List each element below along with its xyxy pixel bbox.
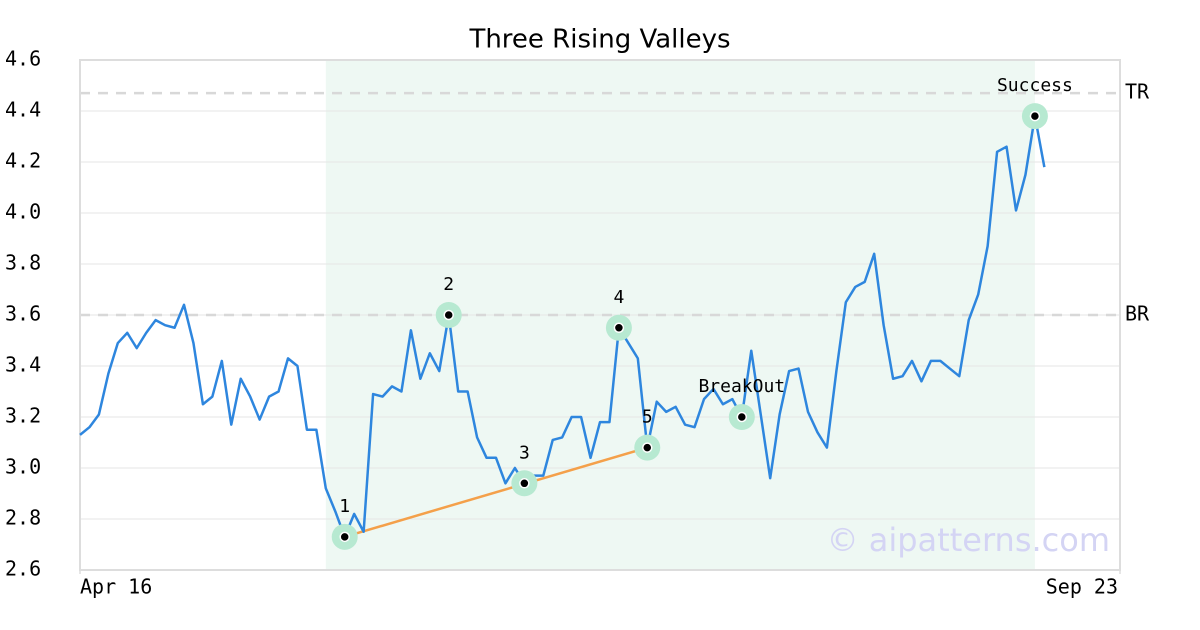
y-tick-label: 3.4 (5, 353, 41, 377)
annotation-label: BreakOut (698, 376, 785, 397)
trendline (344, 446, 648, 539)
x-tick-label: Apr 16 (80, 575, 152, 599)
plot-frame (79, 59, 1121, 571)
x-tick-label: Sep 23 (1046, 575, 1118, 599)
annotation-label: 2 (443, 274, 454, 295)
y-tick-label: 2.6 (5, 557, 41, 581)
y-tick-label: 4.6 (5, 47, 41, 71)
level-label: TR (1125, 80, 1150, 104)
annotation-dot (339, 531, 350, 543)
chart-title: Three Rising Valleys (468, 25, 730, 55)
series-line (79, 114, 1046, 539)
y-tick-label: 3.6 (5, 302, 41, 326)
y-tick-label: 2.8 (5, 506, 41, 530)
y-tick-label: 4.4 (5, 98, 41, 122)
annotation-dot (642, 442, 653, 453)
y-tick-label: 4.2 (5, 149, 41, 173)
y-tick-label: 3.2 (5, 404, 41, 428)
annotation-dot (443, 309, 454, 321)
y-tick-label: 3.8 (5, 251, 41, 275)
watermark: © aipatterns.com (827, 521, 1110, 559)
annotation-dot (519, 478, 530, 489)
y-tick-label: 3.0 (5, 455, 41, 479)
annotation-dot (1029, 110, 1041, 122)
annotation-dot (736, 411, 748, 423)
annotation-label: 4 (613, 287, 624, 308)
annotation-dot (613, 322, 625, 333)
y-tick-label: 4.0 (5, 200, 41, 224)
annotation-label: 3 (519, 442, 530, 463)
annotation-label: 1 (339, 496, 350, 517)
level-label: BR (1125, 302, 1150, 326)
annotation-label: Success (997, 75, 1073, 96)
annotation-label: 5 (642, 407, 653, 428)
